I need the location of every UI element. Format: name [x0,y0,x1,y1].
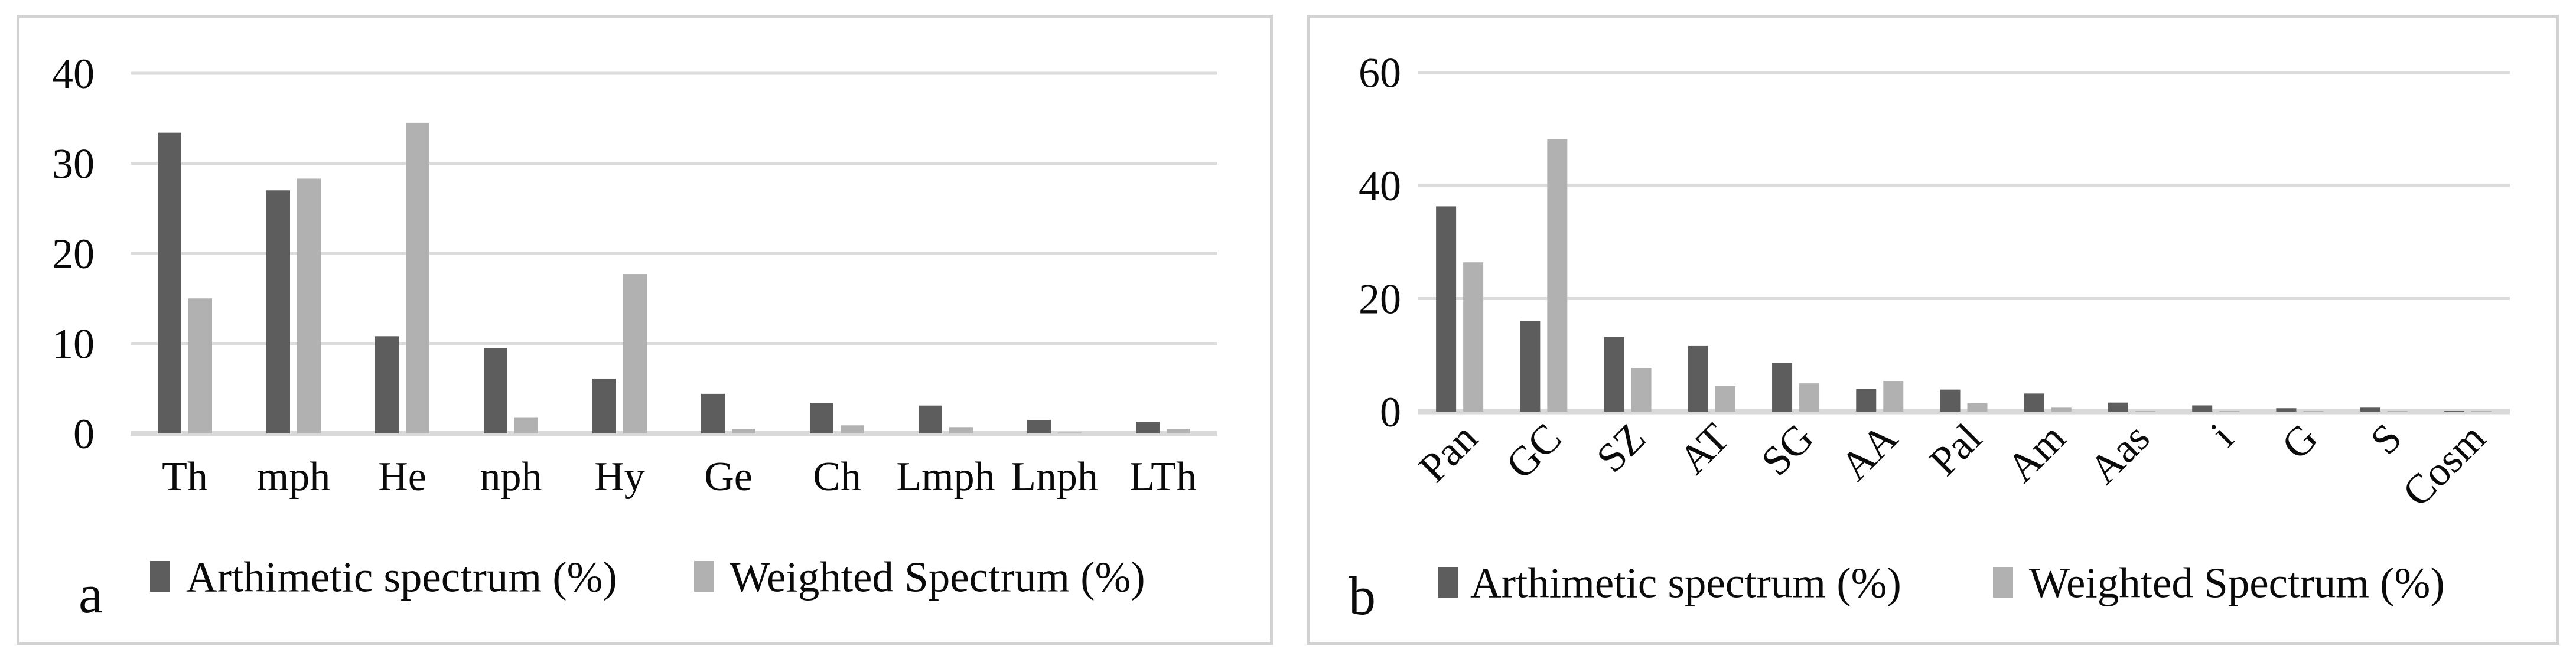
legend-label-arithmetic: Arthimetic spectrum (%) [186,553,617,601]
bar-b-Cosm-s2 [2471,411,2492,412]
bar-a-Lnph-s1 [1027,420,1051,433]
category-label-i: i [2202,415,2242,455]
bar-chart-a: 0 10 20 30 40 Th mph He nph Hy Ge Ch Lmph Lnph LTh Arth… [52,50,1217,601]
bar-b-Aas-s1 [2108,402,2128,412]
bar-b-AA-s1 [1856,389,1877,412]
category-label-Th: Th [162,454,208,500]
legend-swatch-weighted [1993,567,2013,598]
category-label-LTh: LTh [1129,454,1197,500]
bar-b-G-s2 [2303,411,2324,412]
bar-b-Pan-s2 [1463,262,1484,412]
y-tick-label-0: 0 [73,410,95,458]
bar-a-mph-s1 [266,190,290,433]
category-label-Hy: Hy [594,454,645,500]
bar-b-Cosm-s1 [2444,411,2464,412]
category-label-Ge: Ge [704,454,753,500]
category-label-nph: nph [480,454,542,500]
bar-b-AA-s2 [1883,381,1904,412]
legend-label-weighted: Weighted Spectrum (%) [730,553,1145,601]
chart-panel-a: 0 10 20 30 40 Th mph He nph Hy Ge Ch Lmph Lnph LTh Arth… [17,15,1273,645]
bar-a-Lnph-s2 [1058,432,1082,433]
bar-a-Hy-s2 [623,274,647,433]
category-label-Cosm: Cosm [2394,415,2494,516]
bar-a-Ge-s2 [732,429,755,433]
bar-a-Lmph-s1 [919,405,942,433]
legend-swatch-arithmetic [1438,567,1458,598]
category-label-Am: Am [1998,415,2075,491]
bar-a-LTh-s1 [1136,422,1160,433]
category-label-G: G [2274,415,2327,468]
bar-b-SG-s1 [1772,363,1793,412]
bar-b-G-s1 [2276,408,2297,412]
bar-b-AT-s2 [1715,386,1735,412]
bar-a-Ch-s2 [841,425,864,433]
legend-label-weighted: Weighted Spectrum (%) [2029,559,2445,607]
bar-b-Pan-s1 [1436,206,1457,412]
bar-b-S-s1 [2360,407,2380,412]
category-label-Lnph: Lnph [1011,454,1098,500]
category-label-S: S [2362,415,2411,464]
bar-b-i-s2 [2219,411,2240,412]
panel-label-a: a [79,564,103,624]
y-tick-label-20: 20 [52,230,95,278]
bar-a-Th-s1 [158,132,181,433]
bar-b-Am-s1 [2024,393,2044,412]
category-label-Pan: Pan [1411,415,1487,491]
category-label-AT: AT [1670,415,1738,483]
bar-b-GC-s2 [1547,139,1568,412]
bar-b-SZ-s2 [1631,368,1652,412]
category-label-SZ: SZ [1588,415,1655,481]
bar-a-He-s2 [406,122,429,433]
y-tick-label-60: 60 [1359,50,1401,97]
bar-a-He-s1 [375,336,399,433]
legend-swatch-weighted [694,561,714,592]
bar-a-mph-s2 [297,178,321,433]
bar-b-GC-s1 [1520,321,1541,412]
bar-b-Am-s2 [2051,407,2072,412]
bar-b-AT-s1 [1688,345,1708,412]
bar-b-Aas-s2 [2135,411,2155,412]
category-label-He: He [378,454,426,500]
category-label-AA: AA [1832,415,1907,490]
category-label-Pal: Pal [1921,415,1991,485]
legend-swatch-arithmetic [150,561,170,592]
bar-a-Hy-s1 [592,378,616,433]
category-label-mph: mph [257,454,330,500]
panel-label-b: b [1349,566,1376,626]
bar-a-Th-s2 [188,298,212,433]
category-label-Ch: Ch [813,454,861,500]
bar-a-Ch-s1 [810,403,833,433]
chart-panel-b: 0 20 40 60 Pan GC SZ AT SG AA Pal Am Aas i G S Cosm Arthi… [1307,15,2559,645]
bar-b-Pal-s2 [1967,403,1988,412]
bar-b-Pal-s1 [1940,389,1961,412]
bar-b-i-s1 [2192,405,2213,412]
bar-a-Ge-s1 [701,393,725,433]
y-tick-label-40: 40 [1359,162,1401,210]
category-label-SG: SG [1753,415,1823,485]
bar-a-nph-s2 [514,417,538,433]
bar-a-LTh-s2 [1167,429,1190,433]
y-tick-label-30: 30 [52,141,95,188]
y-tick-label-40: 40 [52,50,95,97]
y-tick-label-0: 0 [1380,389,1401,436]
y-tick-label-10: 10 [52,321,95,368]
bar-b-SG-s2 [1799,383,1820,412]
category-label-Lmph: Lmph [896,454,995,500]
bar-a-Lmph-s2 [949,427,973,433]
bar-b-S-s2 [2387,411,2408,412]
legend-label-arithmetic: Arthimetic spectrum (%) [1470,559,1901,607]
y-tick-label-20: 20 [1359,276,1401,323]
category-label-Aas: Aas [2081,415,2158,493]
bar-a-nph-s1 [484,348,507,433]
category-label-GC: GC [1497,415,1570,488]
bar-b-SZ-s1 [1604,337,1624,412]
